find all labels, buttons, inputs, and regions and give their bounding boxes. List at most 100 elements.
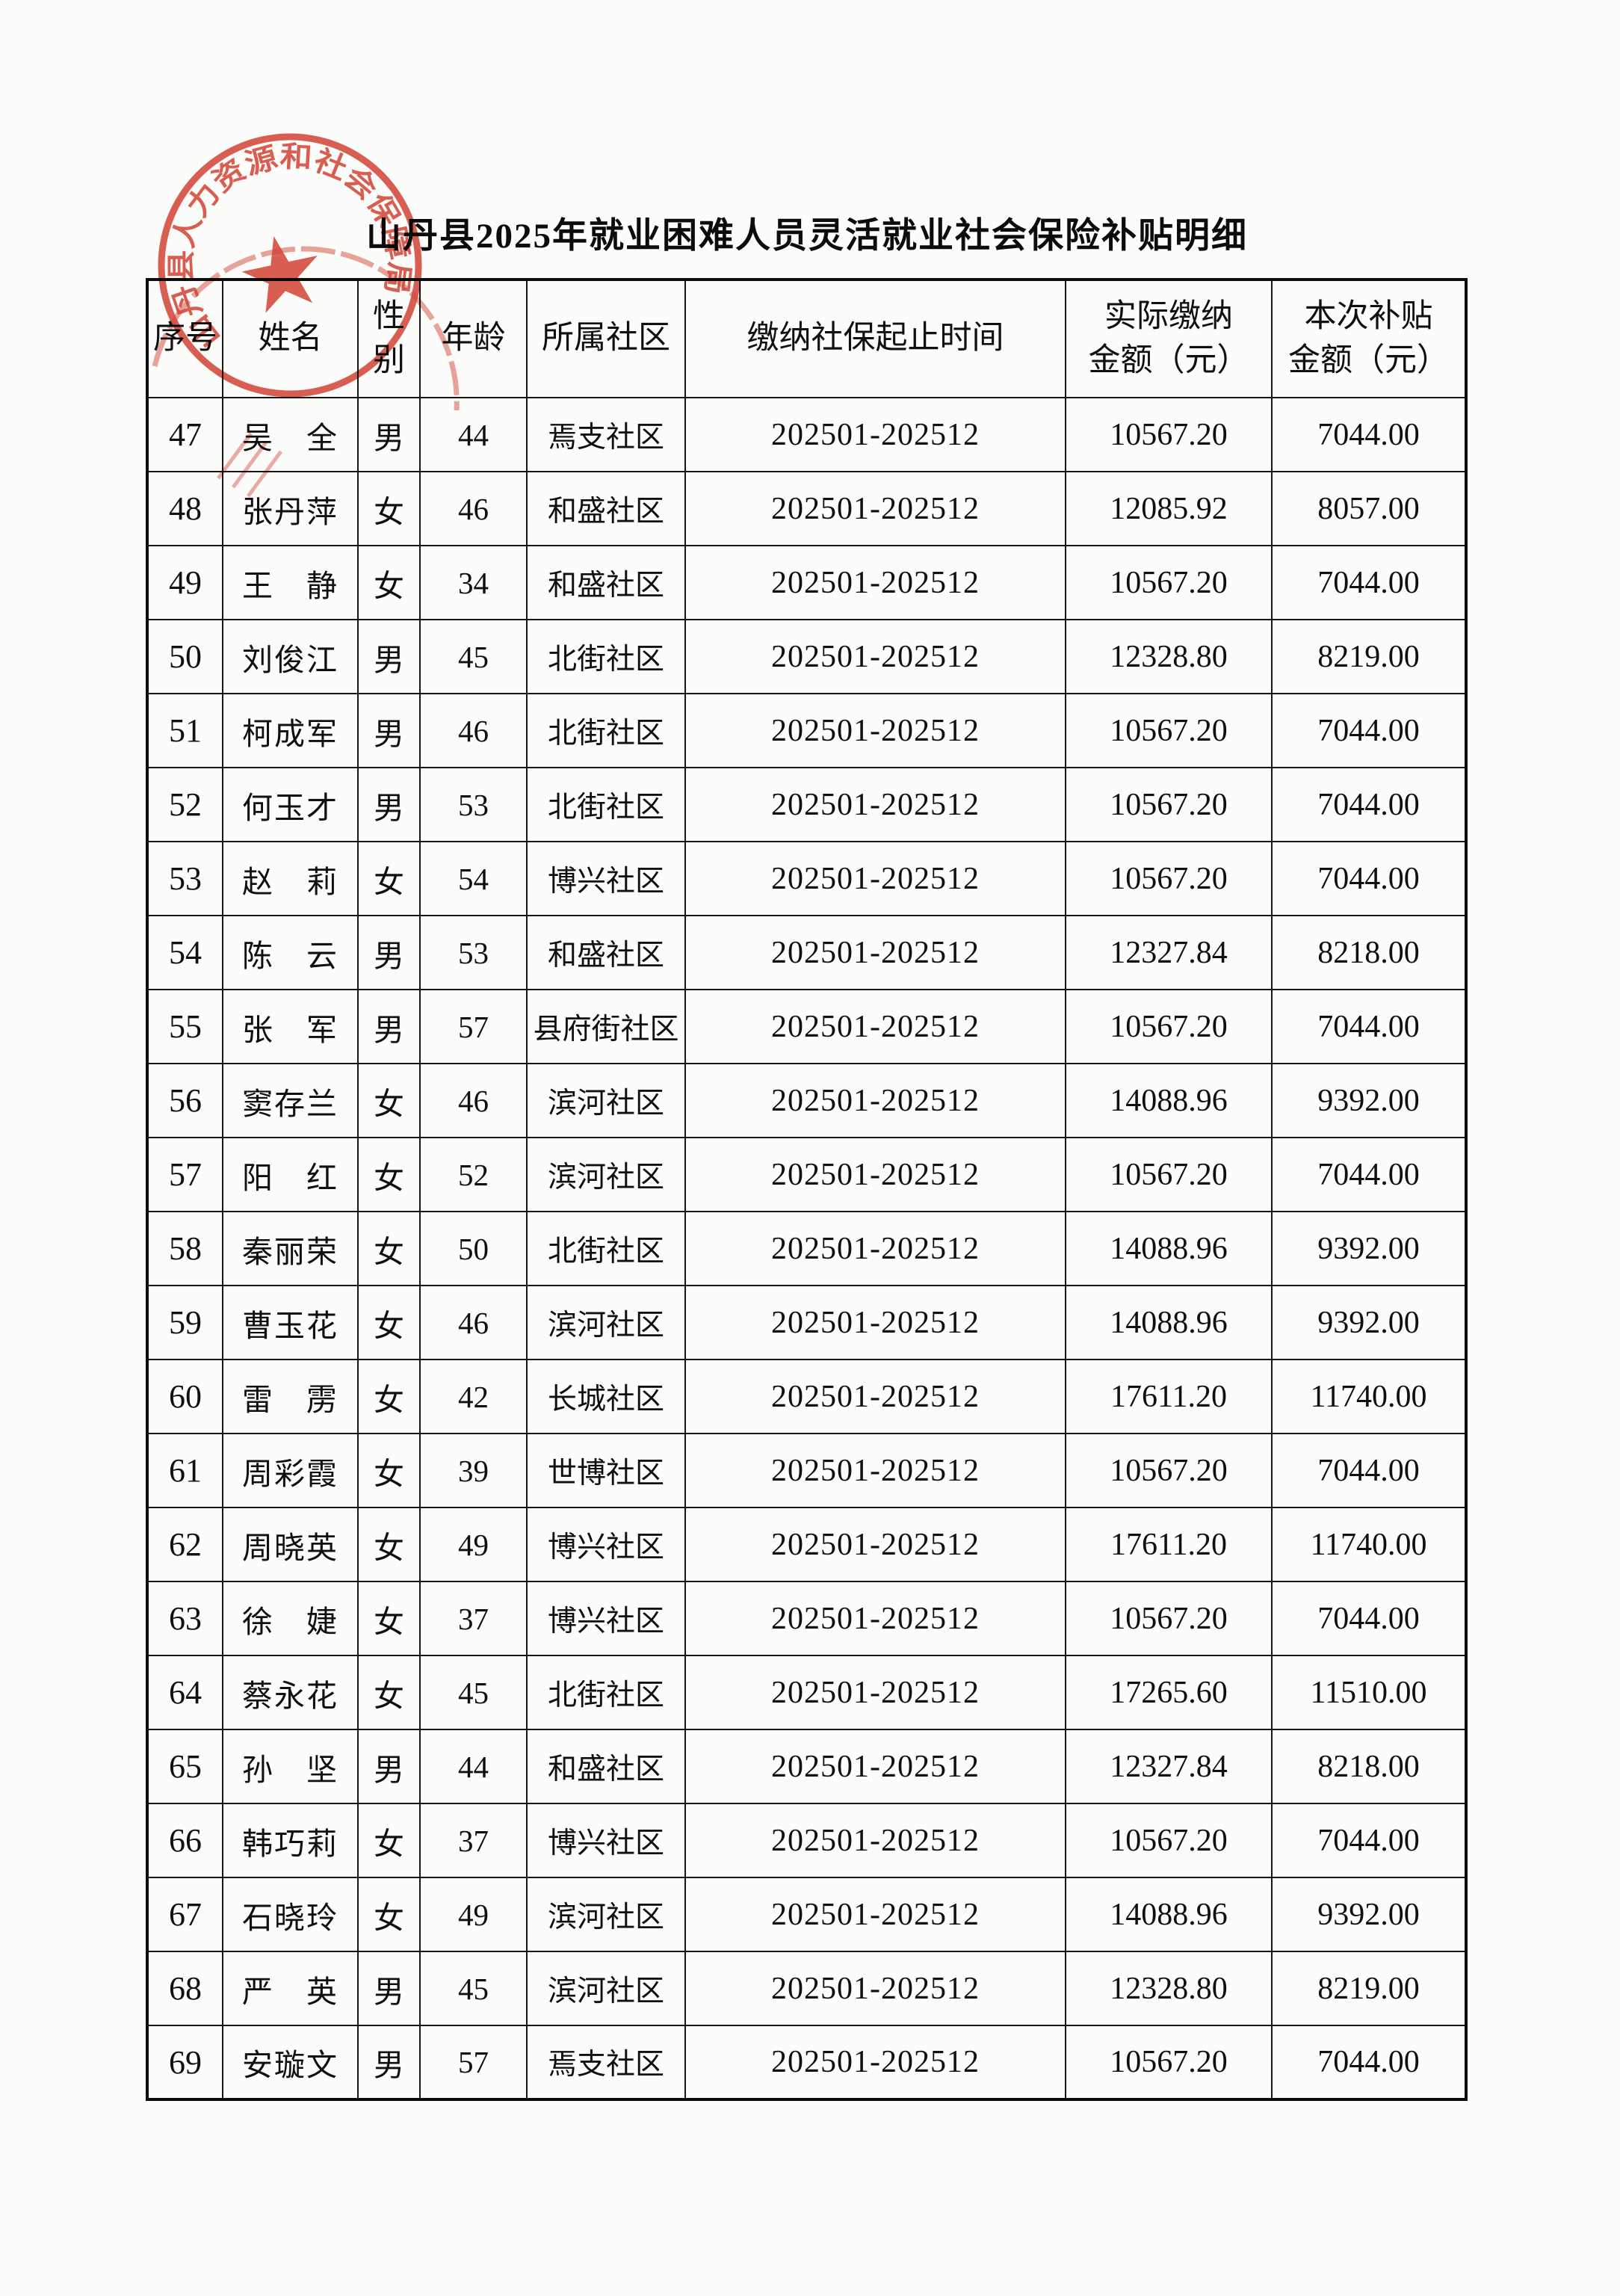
cell-paid: 12327.84 [1065,915,1273,990]
col-header-gender: 性别 [357,279,421,398]
cell-age: 37 [419,1803,528,1878]
table-row: 68 严 英 男 45 滨河社区 202501-202512 12328.80 … [146,1951,1467,2026]
cell-name: 蔡永花 [222,1655,359,1730]
cell-paid: 17611.20 [1065,1359,1273,1434]
cell-name: 阳 红 [222,1137,359,1212]
cell-age: 57 [419,2025,528,2100]
cell-gender: 男 [357,1729,421,1804]
cell-paid: 10567.20 [1065,989,1273,1064]
cell-gender: 女 [357,1581,421,1656]
cell-name: 吴 全 [222,397,359,472]
cell-period: 202501-202512 [684,1951,1066,2026]
cell-name: 雷 雳 [222,1359,359,1434]
cell-paid: 14088.96 [1065,1285,1273,1360]
table-row: 62 周晓英 女 49 博兴社区 202501-202512 17611.20 … [146,1507,1467,1582]
table-row: 48 张丹萍 女 46 和盛社区 202501-202512 12085.92 … [146,471,1467,546]
cell-subsidy: 7044.00 [1271,397,1467,472]
cell-community: 滨河社区 [526,1877,686,1952]
cell-seq: 61 [146,1433,223,1508]
cell-gender: 男 [357,619,421,694]
table-row: 60 雷 雳 女 42 长城社区 202501-202512 17611.20 … [146,1359,1467,1434]
cell-gender: 女 [357,1655,421,1730]
cell-paid: 14088.96 [1065,1211,1273,1286]
cell-paid: 12328.80 [1065,619,1273,694]
cell-period: 202501-202512 [684,1581,1066,1656]
cell-paid: 12085.92 [1065,471,1273,546]
cell-period: 202501-202512 [684,693,1066,768]
cell-paid: 10567.20 [1065,397,1273,472]
subsidy-table: 序号 姓名 性别 年龄 所属社区 缴纳社保起止时间 实际缴纳 金额（元） 本次补贴 金额（元）… [146,278,1468,2101]
cell-age: 46 [419,471,528,546]
cell-community: 博兴社区 [526,1581,686,1656]
cell-seq: 68 [146,1951,223,2026]
cell-subsidy: 8218.00 [1271,915,1467,990]
cell-paid: 17265.60 [1065,1655,1273,1730]
cell-name: 徐 婕 [222,1581,359,1656]
cell-name: 孙 坚 [222,1729,359,1804]
header-row: 序号 姓名 性别 年龄 所属社区 缴纳社保起止时间 实际缴纳 金额（元） 本次补贴 金额（元） [146,279,1467,398]
cell-age: 45 [419,1655,528,1730]
cell-subsidy: 11740.00 [1271,1359,1467,1434]
cell-age: 42 [419,1359,528,1434]
cell-paid: 10567.20 [1065,767,1273,842]
cell-seq: 63 [146,1581,223,1656]
cell-community: 北街社区 [526,1211,686,1286]
cell-age: 49 [419,1507,528,1582]
cell-paid: 14088.96 [1065,1877,1273,1952]
cell-gender: 女 [357,1211,421,1286]
table-row: 49 王 静 女 34 和盛社区 202501-202512 10567.20 … [146,545,1467,620]
cell-seq: 65 [146,1729,223,1804]
col-header-name: 姓名 [222,279,359,398]
cell-subsidy: 7044.00 [1271,1803,1467,1878]
col-header-seq: 序号 [146,279,223,398]
cell-name: 柯成军 [222,693,359,768]
cell-community: 和盛社区 [526,471,686,546]
cell-subsidy: 7044.00 [1271,693,1467,768]
cell-period: 202501-202512 [684,1877,1066,1952]
cell-age: 49 [419,1877,528,1952]
cell-seq: 51 [146,693,223,768]
cell-paid: 10567.20 [1065,1803,1273,1878]
table-row: 66 韩巧莉 女 37 博兴社区 202501-202512 10567.20 … [146,1803,1467,1878]
table-row: 61 周彩霞 女 39 世博社区 202501-202512 10567.20 … [146,1433,1467,1508]
table-row: 58 秦丽荣 女 50 北街社区 202501-202512 14088.96 … [146,1211,1467,1286]
cell-seq: 49 [146,545,223,620]
cell-subsidy: 7044.00 [1271,989,1467,1064]
col-header-period: 缴纳社保起止时间 [684,279,1066,398]
cell-period: 202501-202512 [684,1729,1066,1804]
cell-gender: 男 [357,915,421,990]
cell-period: 202501-202512 [684,1803,1066,1878]
cell-seq: 59 [146,1285,223,1360]
table-row: 64 蔡永花 女 45 北街社区 202501-202512 17265.60 … [146,1655,1467,1730]
cell-community: 焉支社区 [526,397,686,472]
cell-age: 45 [419,1951,528,2026]
cell-age: 46 [419,1285,528,1360]
cell-seq: 50 [146,619,223,694]
cell-subsidy: 7044.00 [1271,2025,1467,2100]
table-row: 59 曹玉花 女 46 滨河社区 202501-202512 14088.96 … [146,1285,1467,1360]
cell-gender: 男 [357,693,421,768]
table-row: 47 吴 全 男 44 焉支社区 202501-202512 10567.20 … [146,397,1467,472]
cell-age: 46 [419,1063,528,1138]
cell-name: 何玉才 [222,767,359,842]
cell-period: 202501-202512 [684,767,1066,842]
cell-paid: 10567.20 [1065,1581,1273,1656]
cell-community: 博兴社区 [526,1507,686,1582]
cell-period: 202501-202512 [684,1063,1066,1138]
cell-community: 滨河社区 [526,1951,686,2026]
page-title: 山丹县2025年就业困难人员灵活就业社会保险补贴明细 [366,217,1248,256]
table-header: 序号 姓名 性别 年龄 所属社区 缴纳社保起止时间 实际缴纳 金额（元） 本次补贴 金额（元） [146,279,1467,398]
cell-subsidy: 8057.00 [1271,471,1467,546]
cell-subsidy: 9392.00 [1271,1877,1467,1952]
cell-seq: 64 [146,1655,223,1730]
cell-community: 县府街社区 [526,989,686,1064]
cell-age: 44 [419,397,528,472]
cell-age: 46 [419,693,528,768]
cell-name: 王 静 [222,545,359,620]
cell-name: 安璇文 [222,2025,359,2100]
cell-seq: 48 [146,471,223,546]
cell-seq: 66 [146,1803,223,1878]
cell-paid: 17611.20 [1065,1507,1273,1582]
cell-gender: 男 [357,397,421,472]
cell-age: 53 [419,767,528,842]
